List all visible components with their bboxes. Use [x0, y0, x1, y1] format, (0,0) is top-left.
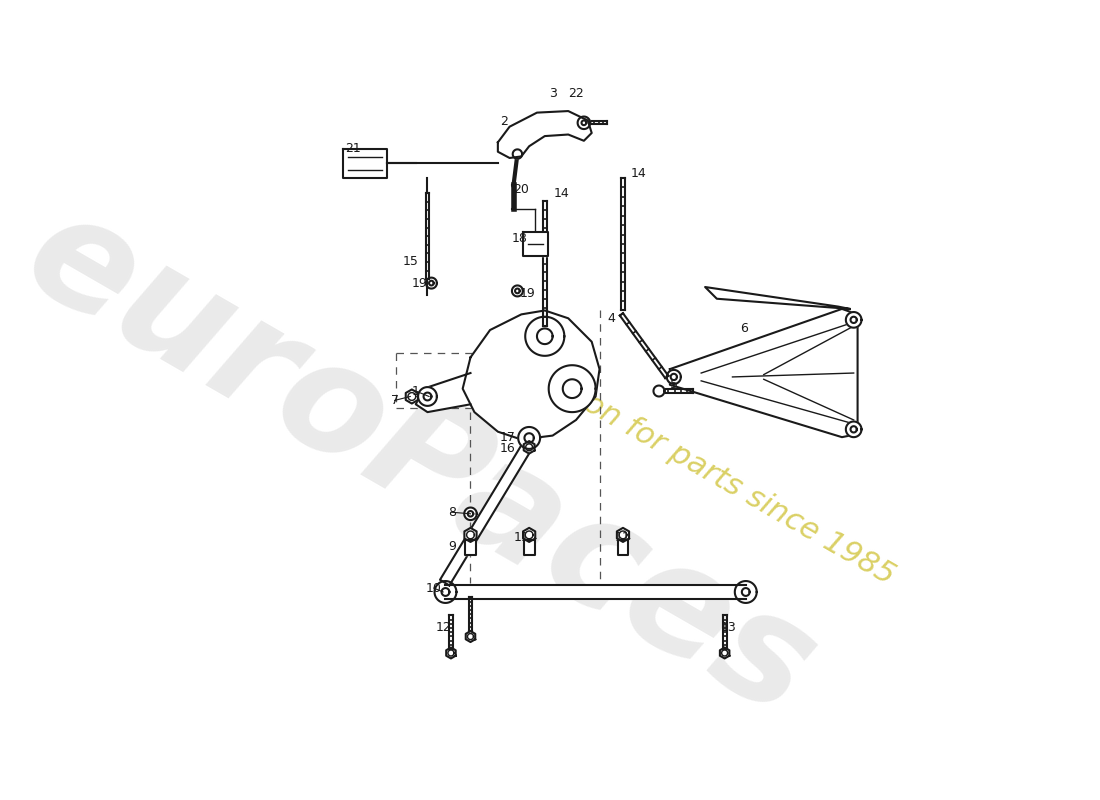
Polygon shape [465, 539, 476, 555]
Polygon shape [406, 390, 418, 403]
Text: 21: 21 [345, 142, 361, 155]
Polygon shape [719, 647, 729, 658]
Polygon shape [846, 422, 861, 437]
Text: 22: 22 [569, 86, 584, 99]
Text: 12: 12 [436, 621, 451, 634]
Text: 14: 14 [630, 167, 647, 180]
Text: 19: 19 [411, 277, 428, 290]
Text: 19: 19 [519, 286, 536, 300]
Text: 11: 11 [615, 530, 631, 544]
Polygon shape [549, 366, 595, 412]
Polygon shape [498, 111, 592, 158]
Text: 4: 4 [607, 312, 615, 325]
Polygon shape [667, 370, 681, 384]
Polygon shape [522, 528, 536, 542]
Text: 9: 9 [449, 540, 456, 553]
Polygon shape [426, 278, 437, 289]
Polygon shape [524, 441, 535, 454]
Polygon shape [512, 286, 522, 296]
Text: 16: 16 [499, 442, 515, 454]
Polygon shape [578, 117, 590, 129]
Text: 2: 2 [500, 114, 508, 128]
Text: a passion for parts since 1985: a passion for parts since 1985 [486, 335, 900, 590]
Text: 10: 10 [426, 582, 442, 594]
Polygon shape [440, 382, 569, 586]
Polygon shape [525, 317, 564, 356]
Text: 3: 3 [549, 86, 557, 99]
Polygon shape [653, 386, 664, 397]
Text: euroPaces: euroPaces [0, 178, 839, 748]
Text: 17: 17 [499, 430, 515, 444]
Text: 18: 18 [512, 232, 528, 245]
Polygon shape [464, 528, 476, 542]
Polygon shape [670, 309, 858, 437]
Polygon shape [617, 528, 629, 542]
Text: 11: 11 [514, 530, 529, 544]
Text: 8: 8 [448, 506, 455, 518]
Polygon shape [416, 373, 471, 412]
Polygon shape [434, 581, 456, 603]
Text: 15: 15 [403, 254, 418, 268]
Polygon shape [463, 310, 600, 439]
Text: 6: 6 [740, 322, 748, 335]
Polygon shape [522, 232, 548, 256]
Polygon shape [617, 539, 628, 555]
Polygon shape [513, 150, 522, 158]
Text: 7: 7 [390, 394, 398, 407]
Text: 14: 14 [554, 186, 570, 200]
Text: 1: 1 [411, 385, 420, 398]
Polygon shape [446, 585, 746, 599]
Polygon shape [464, 507, 476, 520]
Polygon shape [465, 631, 475, 642]
Text: 13: 13 [720, 621, 736, 634]
Polygon shape [418, 387, 437, 406]
Polygon shape [846, 312, 861, 328]
Polygon shape [447, 647, 455, 658]
Polygon shape [343, 150, 387, 178]
Polygon shape [735, 581, 757, 603]
Text: 20: 20 [514, 182, 529, 196]
Text: 5: 5 [670, 378, 678, 391]
Polygon shape [705, 287, 850, 309]
Polygon shape [524, 539, 535, 555]
Polygon shape [518, 427, 540, 449]
